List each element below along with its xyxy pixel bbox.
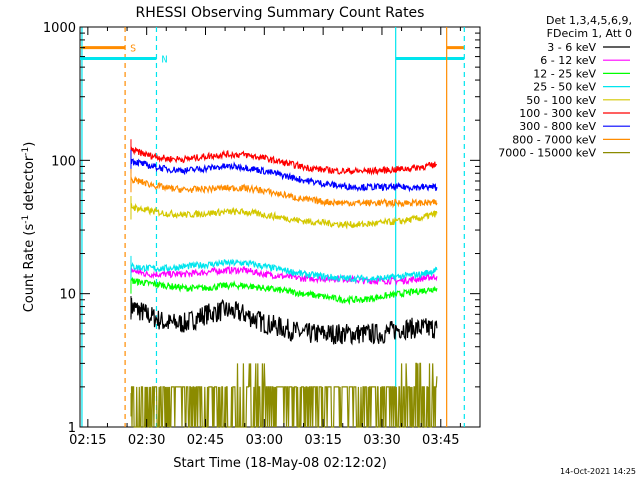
y-tick-label: 1 (68, 421, 76, 436)
legend-label: 100 - 300 keV (519, 107, 596, 120)
x-tick-label: 02:30 (128, 433, 165, 448)
legend-label: 7000 - 15000 keV (498, 147, 596, 160)
y-axis-label: Count Rate (s-1 detector-1) (21, 142, 37, 313)
legend-label: 6 - 12 keV (540, 54, 596, 67)
chart-title: RHESSI Observing Summary Count Rates (136, 5, 425, 21)
plot-area: SN (79, 26, 481, 428)
time-markers: SN (80, 27, 465, 427)
y-axis-label-sup1: -1 (21, 215, 31, 224)
series-line (130, 175, 438, 209)
x-tick-label: 03:00 (246, 433, 283, 448)
series-line (130, 258, 438, 285)
x-axis-label: Start Time (18-May-08 02:12:02) (173, 456, 387, 471)
y-tick-label: 100 (51, 154, 76, 169)
y-tick-label: 1000 (43, 21, 76, 36)
y-axis-label-sup2: -1 (21, 147, 31, 156)
y-axis-label-part2: detector (22, 155, 37, 215)
series-line (130, 158, 438, 193)
marker-label: N (161, 55, 167, 66)
series-line (130, 362, 438, 428)
plot-frame (79, 26, 481, 428)
legend-label: 25 - 50 keV (533, 81, 596, 94)
x-tick-label: 03:15 (304, 433, 341, 448)
y-tick-label: 10 (59, 288, 76, 303)
series-line (130, 276, 438, 306)
series-line (130, 202, 438, 230)
legend-header-line1: Det 1,3,4,5,6,9, (546, 14, 632, 27)
legend-label: 3 - 6 keV (547, 41, 596, 54)
marker-label: S (130, 44, 136, 55)
x-tick-label: 03:45 (422, 433, 459, 448)
legend-label: 50 - 100 keV (526, 94, 596, 107)
series-line (130, 265, 438, 286)
y-axis-label-part1: Count Rate (s (22, 224, 37, 313)
series-line (130, 145, 438, 176)
x-tick-label: 03:30 (363, 433, 400, 448)
series-line (130, 297, 438, 346)
legend: Det 1,3,4,5,6,9, FDecim 1, Att 0 3 - 6 k… (498, 14, 632, 160)
y-axis: 1 10 100 1000 (43, 21, 480, 436)
y-axis-label-part3: ) (22, 142, 37, 147)
legend-label: 800 - 7000 keV (512, 133, 596, 146)
timestamp: 14-Oct-2021 14:25 (560, 467, 636, 476)
legend-label: 300 - 800 keV (519, 120, 596, 133)
series-lines (130, 139, 438, 428)
x-tick-label: 02:45 (187, 433, 224, 448)
x-axis: 02:15 02:30 02:45 03:00 03:15 03:30 03:45 (69, 27, 481, 448)
x-tick-label: 02:15 (69, 433, 106, 448)
legend-label: 12 - 25 keV (533, 67, 596, 80)
legend-header-line2: FDecim 1, Att 0 (547, 27, 632, 40)
